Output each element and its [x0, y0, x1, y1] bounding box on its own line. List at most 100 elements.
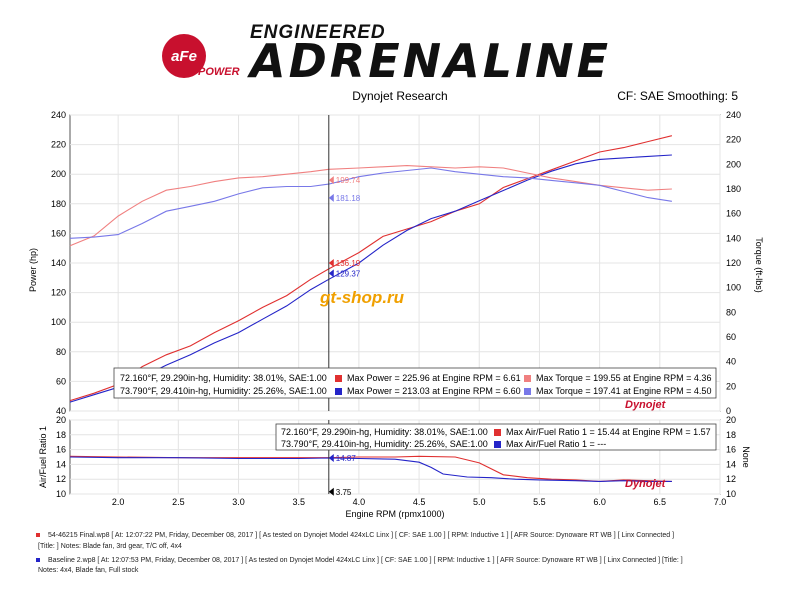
afr-tick-label: 16: [56, 445, 66, 455]
afr-cursor-marker: [328, 453, 334, 462]
footer-run2-notes: Notes: 4x4, Blade fan, Full stock: [38, 567, 139, 574]
power-torque-panel: 40 60 80 100 120 140 160 180 200 220 240 0 20 40 60 80…: [28, 110, 764, 416]
rpm-tick-label: 7.0: [714, 497, 727, 507]
dynojet-logo-top: Dynojet: [625, 399, 667, 411]
afr-tick-label: 14: [56, 459, 66, 469]
afr-legend-run2-conditions: 73.790°F, 29.410in-hg, Humidity: 25.26%,…: [281, 439, 488, 449]
footer-run1-swatch: [36, 533, 40, 537]
legend-run2-power-swatch[interactable]: [335, 388, 342, 395]
run2_afr-line: [69, 456, 672, 482]
power-y-axis: 40 60 80 100 120 140 160 180 200 220 240: [51, 110, 66, 416]
afr-cursor-value-label: 14.87: [336, 454, 357, 463]
power-legend: 72.160°F, 29.290in-hg, Humidity: 38.01%,…: [113, 367, 717, 399]
footer-run1-line1: 54-46215 Final.wp8 [ At: 12:07:22 PM, Fr…: [48, 532, 675, 539]
cursor-marker: [328, 193, 334, 202]
legend-run1-power-swatch[interactable]: [335, 375, 342, 382]
afr-legend-run1-conditions: 72.160°F, 29.290in-hg, Humidity: 38.01%,…: [281, 427, 488, 437]
afr-y-axis: 10 12 14 16 18 20: [56, 415, 66, 499]
legend-run1-max-torque: Max Torque = 199.55 at Engine RPM = 4.36: [536, 373, 711, 383]
afr-tick-label: 12: [56, 474, 66, 484]
torque-tick-label: 20: [726, 381, 736, 391]
power-tick-label: 120: [51, 288, 66, 298]
torque-tick-label: 220: [726, 135, 741, 145]
legend-run2-torque-swatch[interactable]: [524, 388, 531, 395]
run2_torque-line: [69, 167, 672, 239]
afr-tick-label: 10: [56, 489, 66, 499]
power-tick-label: 40: [56, 406, 66, 416]
torque-tick-label: 120: [726, 258, 741, 268]
power-tick-label: 100: [51, 317, 66, 327]
afr-cursor-readouts: 14.87 3.75: [328, 453, 357, 497]
cursor-value-label: 181.18: [336, 194, 361, 203]
rpm-x-axis: 2.0 2.5 3.0 3.5 4.0 4.5 5.0 5.5 6.0 6.5 7.0: [112, 497, 726, 507]
footer-run1: 54-46215 Final.wp8 [ At: 12:07:22 PM, Fr…: [36, 532, 674, 539]
rpm-tick-label: 4.0: [353, 497, 366, 507]
torque-tick-label: 60: [726, 332, 736, 342]
afr-axis-label: Air/Fuel Ratio 1: [38, 426, 48, 488]
afr-right-tick-label: 16: [726, 445, 736, 455]
run1_torque-line: [69, 165, 672, 247]
afr-legend-run2-value: Max Air/Fuel Ratio 1 = ---: [506, 439, 606, 449]
torque-axis-label: Torque (ft-lbs): [754, 237, 764, 293]
torque-tick-label: 40: [726, 357, 736, 367]
cursor-marker: [328, 259, 334, 267]
afe-power-logo: aFe POWER: [162, 34, 240, 78]
afr-right-axis-label: None: [741, 446, 751, 468]
legend-run1-torque-swatch[interactable]: [524, 375, 531, 382]
legend-run2-max-power: Max Power = 213.03 at Engine RPM = 6.60: [347, 386, 521, 396]
power-tick-label: 160: [51, 228, 66, 238]
afr-panel: 10 12 14 16 18 20 10 12 14 16 18 20 2.0 2.5 3.0 3.5 4.…: [38, 415, 751, 519]
afr-series: [69, 455, 672, 482]
afr-right-tick-label: 18: [726, 430, 736, 440]
afr-right-tick-label: 10: [726, 489, 736, 499]
rpm-tick-label: 5.5: [533, 497, 546, 507]
rpm-tick-label: 2.0: [112, 497, 125, 507]
power-tick-label: 200: [51, 169, 66, 179]
x-axis-label: Engine RPM (rpmx1000): [345, 509, 444, 519]
afr-tick-label: 20: [56, 415, 66, 425]
footer-run2: Baseline 2.wp8 [ At: 12:07:53 PM, Friday…: [36, 557, 683, 564]
afe-power-text: POWER: [198, 66, 240, 78]
afe-logo-text: aFe: [171, 48, 197, 65]
footer-run2-swatch: [36, 558, 40, 562]
power-axis-label: Power (hp): [28, 248, 38, 292]
power-torque-series: [69, 135, 673, 403]
rpm-tick-label: 6.5: [654, 497, 667, 507]
run1_power-line: [69, 135, 673, 402]
dynojet-logo-bottom: Dynojet: [625, 478, 667, 490]
cursor-marker: [328, 176, 334, 185]
correction-settings: CF: SAE Smoothing: 5: [617, 89, 738, 103]
tagline-top: ENGINEERED: [250, 22, 386, 43]
afr-right-tick-label: 12: [726, 474, 736, 484]
legend-run1-conditions: 72.160°F, 29.290in-hg, Humidity: 38.01%,…: [120, 373, 327, 383]
afr-legend-run1-value: Max Air/Fuel Ratio 1 = 15.44 at Engine R…: [506, 427, 711, 437]
footer-run1-notes: [Title: ] Notes: Blade fan, 3rd gear, T/…: [38, 543, 182, 550]
footer-run2-line1: Baseline 2.wp8 [ At: 12:07:53 PM, Friday…: [48, 557, 683, 564]
torque-tick-label: 160: [726, 209, 741, 219]
power-tick-label: 80: [56, 347, 66, 357]
afr-legend-run1-swatch[interactable]: [494, 429, 501, 436]
afe-logo-disc: [162, 34, 206, 78]
afr-legend: 72.160°F, 29.290in-hg, Humidity: 38.01%,…: [275, 423, 717, 451]
power-tick-label: 180: [51, 199, 66, 209]
torque-tick-label: 180: [726, 184, 741, 194]
power-tick-label: 140: [51, 258, 66, 268]
torque-tick-label: 100: [726, 283, 741, 293]
cursor-value-label: 136.19: [336, 259, 361, 268]
cursor-value-label: 199.74: [336, 176, 361, 185]
watermark: gt-shop.ru: [319, 288, 405, 307]
cursor-marker: [328, 269, 334, 278]
power-tick-label: 220: [51, 140, 66, 150]
torque-tick-label: 240: [726, 110, 741, 120]
power-tick-label: 240: [51, 110, 66, 120]
rpm-tick-label: 4.5: [413, 497, 426, 507]
afr-legend-run2-swatch[interactable]: [494, 441, 501, 448]
torque-tick-label: 140: [726, 233, 741, 243]
torque-y-axis: 0 20 40 60 80 100 120 140 160 180 200 220 240: [726, 110, 741, 416]
afr-right-axis: 10 12 14 16 18 20: [726, 415, 736, 499]
legend-run2-conditions: 73.790°F, 29.410in-hg, Humidity: 25.26%,…: [120, 386, 327, 396]
afr-right-tick-label: 14: [726, 459, 736, 469]
rpm-tick-label: 2.5: [172, 497, 185, 507]
